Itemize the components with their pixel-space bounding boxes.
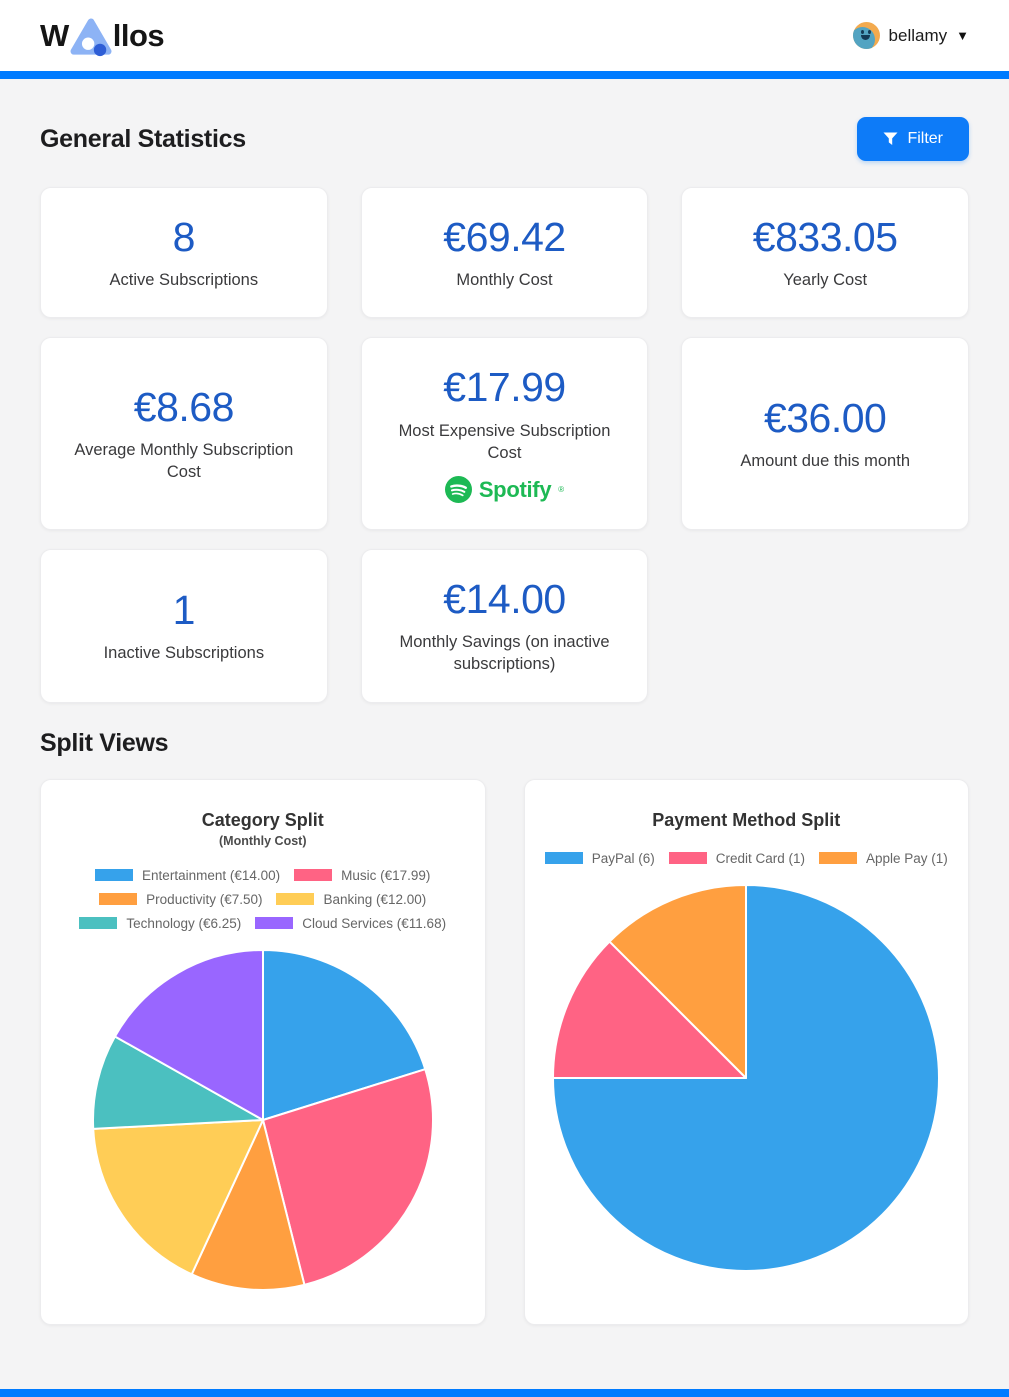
chart-subtitle: (Monthly Cost) bbox=[219, 833, 307, 848]
legend-item[interactable]: Productivity (€7.50) bbox=[99, 892, 262, 907]
spotify-logo: Spotify ® bbox=[444, 476, 565, 504]
legend-label: Apple Pay (1) bbox=[866, 850, 948, 866]
pie-slice bbox=[190, 1118, 306, 1291]
header-accent-bar bbox=[0, 71, 1009, 79]
legend-swatch bbox=[95, 869, 134, 882]
spotify-icon bbox=[444, 476, 472, 504]
stat-value: €14.00 bbox=[443, 576, 566, 623]
legend-label: PayPal (6) bbox=[591, 850, 655, 866]
legend-item[interactable]: Entertainment (€14.00) bbox=[95, 868, 280, 883]
main-content: General Statistics Filter 8 Active Subsc… bbox=[0, 117, 1009, 1389]
stat-value: €69.42 bbox=[443, 214, 566, 260]
stats-grid: 8 Active Subscriptions €69.42 Monthly Co… bbox=[40, 187, 969, 703]
wallos-logo[interactable]: W llos bbox=[40, 16, 165, 56]
stat-card-most-expensive: €17.99 Most Expensive Subscription Cost … bbox=[360, 337, 649, 531]
stat-card-yearly-cost: €833.05 Yearly Cost bbox=[681, 187, 969, 319]
charts-grid: Category Split (Monthly Cost) Entertainm… bbox=[40, 778, 969, 1389]
stat-label: Most Expensive Subscription Cost bbox=[398, 421, 611, 462]
stat-value: €17.99 bbox=[443, 364, 566, 411]
filter-button[interactable]: Filter bbox=[857, 117, 969, 161]
pie-slice bbox=[552, 883, 941, 1272]
legend-label: Music (€17.99) bbox=[341, 867, 431, 883]
legend-item[interactable]: Music (€17.99) bbox=[294, 868, 430, 883]
stat-card-inactive-subscriptions: 1 Inactive Subscriptions bbox=[40, 549, 328, 703]
legend-item[interactable]: Cloud Services (€11.68) bbox=[255, 916, 446, 931]
chart-legend: PayPal (6) Credit Card (1) Apple Pay (1) bbox=[544, 850, 948, 866]
user-menu[interactable]: bellamy ▼ bbox=[852, 22, 969, 49]
logo-text-w: W bbox=[40, 17, 69, 53]
pie-chart-category-split bbox=[90, 947, 436, 1298]
pie-slice bbox=[91, 1118, 264, 1276]
stat-card-amount-due: €36.00 Amount due this month bbox=[681, 337, 969, 531]
stat-value: 1 bbox=[172, 587, 196, 634]
chevron-down-icon: ▼ bbox=[956, 28, 969, 43]
stat-card-average-monthly-cost: €8.68 Average Monthly Subscription Cost bbox=[40, 337, 328, 531]
chart-title: Payment Method Split bbox=[652, 809, 841, 830]
pie-slice bbox=[261, 1067, 434, 1286]
stat-card-active-subscriptions: 8 Active Subscriptions bbox=[40, 187, 328, 319]
stat-label: Amount due this month bbox=[740, 452, 910, 471]
legend-item[interactable]: Credit Card (1) bbox=[668, 850, 805, 866]
stat-label: Yearly Cost bbox=[783, 271, 868, 290]
legend-item[interactable]: Apple Pay (1) bbox=[819, 851, 948, 866]
legend-swatch bbox=[544, 852, 583, 865]
legend-swatch bbox=[819, 852, 857, 865]
avatar bbox=[852, 22, 880, 49]
stat-label: Monthly Savings (on inactive subscriptio… bbox=[399, 633, 610, 674]
wallos-triangle-icon bbox=[70, 17, 112, 56]
legend-label: Credit Card (1) bbox=[715, 850, 805, 866]
stat-value: €36.00 bbox=[763, 395, 887, 442]
pie-chart bbox=[552, 883, 941, 1272]
legend-label: Cloud Services (€11.68) bbox=[302, 915, 447, 931]
legend-swatch bbox=[276, 893, 315, 906]
filter-button-label: Filter bbox=[907, 130, 943, 147]
pie-slice bbox=[91, 1035, 264, 1130]
stat-label: Monthly Cost bbox=[456, 271, 553, 290]
app-header: W llos bellamy ▼ bbox=[0, 0, 1009, 71]
legend-swatch bbox=[255, 917, 294, 930]
username: bellamy bbox=[888, 25, 948, 45]
legend-item[interactable]: Banking (€12.00) bbox=[276, 892, 426, 907]
filter-funnel-icon bbox=[883, 132, 898, 145]
bottom-accent-bar bbox=[0, 1388, 1009, 1397]
stat-label: Active Subscriptions bbox=[109, 271, 259, 290]
chart-card-payment-method-split: Payment Method Split PayPal (6) Credit Ca… bbox=[523, 778, 969, 1325]
chart-title: Category Split bbox=[201, 809, 324, 830]
registered-trademark: ® bbox=[558, 485, 565, 495]
legend-swatch bbox=[294, 869, 333, 882]
stat-value: €833.05 bbox=[752, 214, 898, 260]
pie-slice bbox=[608, 883, 748, 1079]
stat-value: 8 bbox=[172, 214, 196, 260]
legend-swatch bbox=[668, 852, 707, 865]
legend-label: Technology (€6.25) bbox=[126, 915, 242, 931]
stat-label: Average Monthly Subscription Cost bbox=[74, 441, 294, 482]
legend-swatch bbox=[99, 893, 138, 906]
stat-card-monthly-savings: €14.00 Monthly Savings (on inactive subs… bbox=[360, 549, 649, 703]
legend-label: Entertainment (€14.00) bbox=[142, 867, 281, 883]
pie-chart bbox=[91, 948, 434, 1291]
legend-swatch bbox=[79, 917, 118, 930]
pie-slice bbox=[113, 948, 264, 1121]
legend-item[interactable]: PayPal (6) bbox=[544, 850, 655, 866]
legend-label: Banking (€12.00) bbox=[323, 891, 427, 907]
pie-slice bbox=[552, 940, 748, 1079]
legend-item[interactable]: Technology (€6.25) bbox=[79, 916, 241, 931]
page-title-general-statistics: General Statistics bbox=[40, 124, 246, 153]
stat-card-monthly-cost: €69.42 Monthly Cost bbox=[360, 187, 649, 319]
page-title-split-views: Split Views bbox=[40, 728, 169, 757]
chart-card-category-split: Category Split (Monthly Cost) Entertainm… bbox=[40, 778, 486, 1325]
pie-slice bbox=[261, 948, 426, 1121]
stat-value: €8.68 bbox=[133, 383, 235, 430]
logo-text-llos: llos bbox=[112, 17, 165, 53]
stat-label: Inactive Subscriptions bbox=[103, 644, 265, 663]
pie-chart-payment-method-split bbox=[550, 882, 942, 1279]
chart-legend: Entertainment (€14.00) Music (€17.99) Prod… bbox=[57, 868, 469, 931]
spotify-wordmark: Spotify bbox=[478, 476, 552, 502]
legend-label: Productivity (€7.50) bbox=[146, 891, 263, 907]
